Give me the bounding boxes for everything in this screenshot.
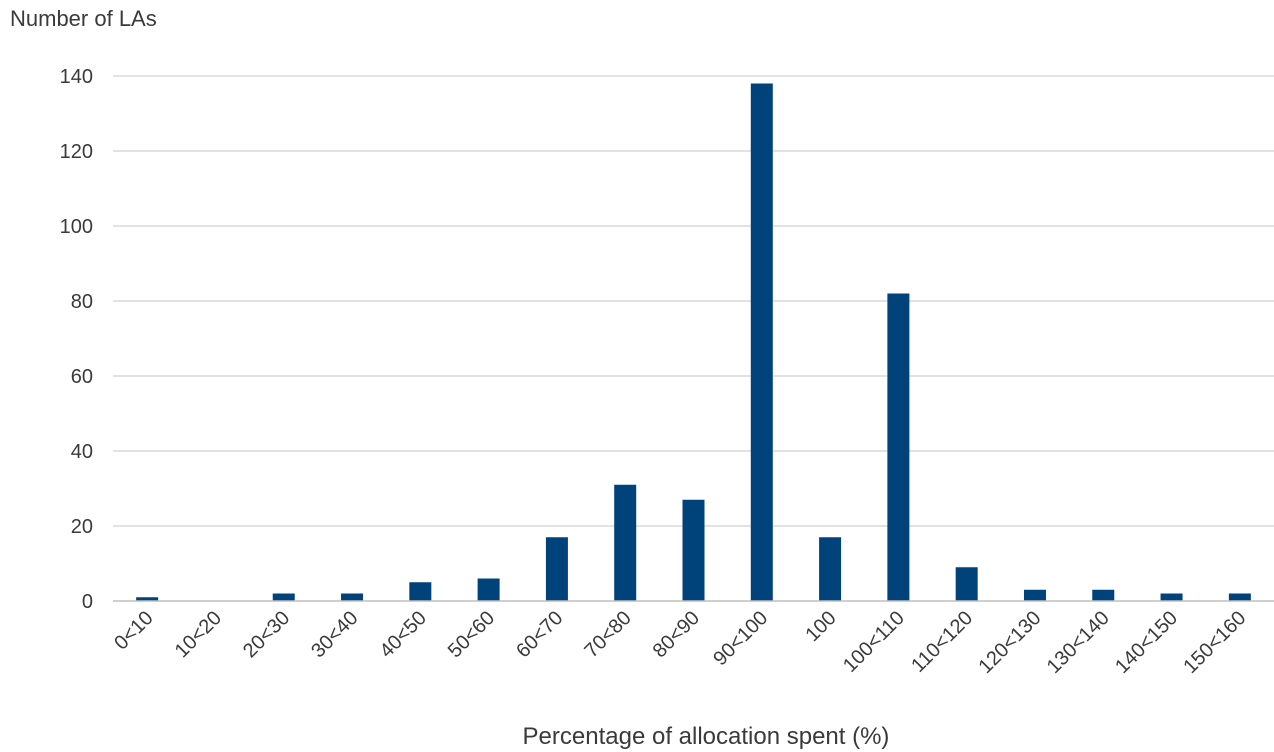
- bar-80<90: [682, 499, 705, 601]
- bar-140<150: [1160, 593, 1183, 601]
- x-tick-label: 20<30: [239, 607, 294, 662]
- x-tick-label: 100: [801, 607, 840, 646]
- x-axis-title: Percentage of allocation spent (%): [523, 723, 890, 750]
- y-axis-ticks: 0 20 40 60 80 100 120 140: [60, 66, 93, 613]
- x-tick-label: 40<50: [376, 607, 431, 662]
- x-tick-label: 10<20: [171, 607, 226, 662]
- x-tick-label: 90<100: [709, 607, 772, 670]
- x-tick-label: 110<120: [907, 607, 977, 677]
- bar-40<50: [409, 582, 432, 601]
- y-tick-label: 100: [60, 216, 93, 238]
- bar-120<130: [1023, 589, 1046, 601]
- bar-150<160: [1228, 593, 1251, 601]
- x-tick-label: 50<60: [444, 607, 499, 662]
- bar-100<110: [887, 293, 910, 601]
- bar-0<10: [136, 597, 159, 601]
- x-tick-label: 0<10: [110, 607, 157, 654]
- bar-100: [819, 537, 842, 601]
- x-tick-label: 30<40: [307, 607, 362, 662]
- y-tick-label: 0: [82, 591, 93, 613]
- x-tick-label: 140<150: [1111, 607, 1182, 678]
- y-tick-label: 80: [71, 291, 93, 313]
- bar-60<70: [545, 537, 568, 601]
- gridlines: [113, 75, 1274, 527]
- bars: [136, 83, 1251, 601]
- x-axis-ticks: 0<10 10<20 20<30 30<40 40<50 50<60 60<70 70<80 8…: [110, 607, 1250, 678]
- bar-20<30: [272, 593, 295, 601]
- bar-110<120: [955, 567, 978, 601]
- x-tick-label: 130<140: [1043, 607, 1114, 678]
- y-tick-label: 140: [60, 66, 93, 88]
- bar-70<80: [614, 484, 637, 601]
- bar-30<40: [341, 593, 364, 601]
- x-tick-label: 100<110: [839, 607, 909, 677]
- x-tick-label: 120<130: [974, 607, 1045, 678]
- y-tick-label: 60: [71, 366, 93, 388]
- y-tick-label: 40: [71, 441, 93, 463]
- y-tick-label: 120: [60, 141, 93, 163]
- bar-90<100: [750, 83, 773, 601]
- x-tick-label: 80<90: [649, 607, 704, 662]
- x-tick-label: 60<70: [512, 607, 567, 662]
- bar-50<60: [477, 578, 500, 601]
- x-tick-label: 70<80: [580, 607, 635, 662]
- y-tick-label: 20: [71, 516, 93, 538]
- x-tick-label: 150<160: [1179, 607, 1250, 678]
- y-axis-title: Number of LAs: [10, 6, 157, 31]
- bar-130<140: [1092, 589, 1115, 601]
